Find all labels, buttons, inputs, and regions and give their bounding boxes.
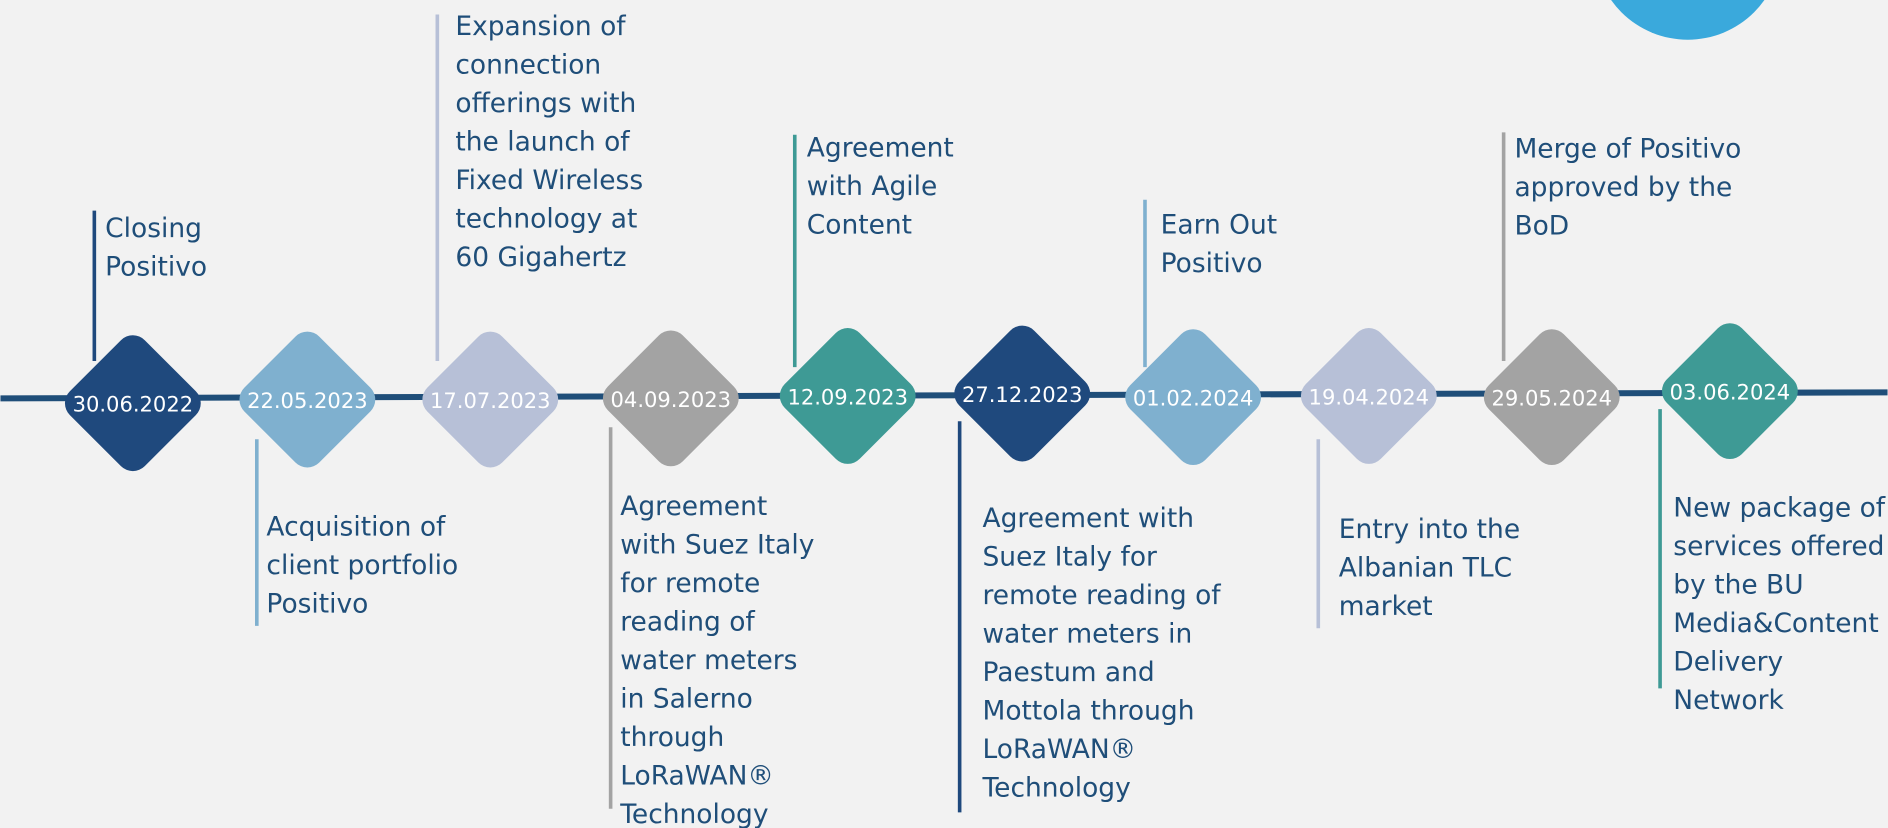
- event-description: Earn Out: [1161, 209, 1278, 240]
- event-description: Content: [807, 209, 912, 240]
- event-description: in Salerno: [620, 684, 753, 715]
- event-description: Network: [1673, 685, 1784, 716]
- event-description: Positivo: [1161, 248, 1263, 279]
- event-description: by the BU: [1673, 569, 1803, 600]
- event-description: technology at: [455, 203, 637, 234]
- event-date: 04.09.2023: [611, 387, 732, 412]
- diamond: [954, 325, 1091, 462]
- diamond: [1300, 328, 1437, 464]
- event-date: 03.06.2024: [1670, 380, 1791, 405]
- decor-circle: [1611, 0, 1765, 40]
- event-date: 17.07.2023: [430, 388, 551, 413]
- event-date: 27.12.2023: [962, 382, 1083, 407]
- event-description: Fixed Wireless: [455, 165, 643, 196]
- event-description: with Agile: [807, 171, 937, 202]
- event-date: 30.06.2022: [73, 392, 194, 417]
- event-date: 29.05.2024: [1492, 386, 1613, 411]
- event-description: Positivo: [105, 252, 207, 283]
- event-description: through: [620, 722, 724, 753]
- event-description: for remote: [620, 568, 760, 599]
- event-description: client portfolio: [266, 550, 458, 581]
- event-description: Agreement with: [983, 503, 1195, 534]
- event-description: Expansion of: [455, 11, 626, 42]
- diamond: [64, 335, 201, 472]
- event-description: Technology: [619, 799, 768, 828]
- event-description: Agreement: [620, 491, 767, 522]
- event-description: Technology: [982, 773, 1131, 804]
- event-description: reading of: [620, 607, 755, 638]
- event-description: with Suez Italy: [620, 530, 814, 561]
- diamond: [1125, 329, 1262, 466]
- diamond: [239, 331, 376, 468]
- event-date: 01.02.2024: [1133, 386, 1254, 411]
- event-description: Positivo: [266, 589, 368, 620]
- event-description: Closing: [105, 213, 202, 244]
- event-description: 60 Gigahertz: [455, 242, 626, 273]
- event-description: water meters in: [983, 619, 1193, 650]
- diamond: [422, 331, 559, 468]
- event-description: Mottola through: [983, 696, 1195, 727]
- event-description: services offered: [1673, 531, 1884, 562]
- event-description: Media&Content: [1673, 608, 1878, 639]
- event-description: water meters: [620, 645, 797, 676]
- event-description: the launch of: [455, 126, 630, 157]
- event-description: approved by the: [1514, 172, 1732, 203]
- event-description: Acquisition of: [266, 512, 446, 543]
- event-description: LoRaWAN®: [620, 761, 774, 792]
- diamond: [779, 328, 916, 464]
- event-date: 12.09.2023: [787, 384, 908, 409]
- diamond: [602, 330, 739, 467]
- event-description: New package of: [1673, 492, 1885, 523]
- event-description: remote reading of: [983, 580, 1222, 611]
- event-description: Agreement: [807, 132, 954, 163]
- diamond: [1483, 329, 1620, 466]
- event-description: Suez Italy for: [983, 542, 1158, 573]
- diamond: [1661, 323, 1798, 460]
- event-description: Albanian TLC: [1339, 552, 1512, 583]
- event-description: BoD: [1514, 211, 1569, 242]
- event-description: connection: [455, 49, 601, 80]
- event-description: Paestum and: [983, 657, 1155, 688]
- event-date: 22.05.2023: [247, 388, 368, 413]
- event-description: market: [1339, 591, 1433, 622]
- event-description: Delivery: [1673, 646, 1783, 677]
- event-description: Merge of Positivo: [1514, 134, 1741, 165]
- event-date: 19.04.2024: [1309, 384, 1430, 409]
- event-description: offerings with: [455, 88, 636, 119]
- event-description: Entry into the: [1339, 514, 1520, 545]
- event-description: LoRaWAN®: [983, 734, 1137, 765]
